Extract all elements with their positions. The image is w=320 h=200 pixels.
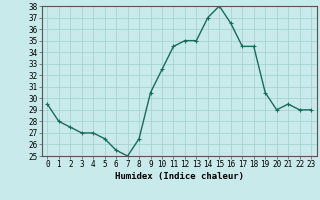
X-axis label: Humidex (Indice chaleur): Humidex (Indice chaleur) <box>115 172 244 181</box>
